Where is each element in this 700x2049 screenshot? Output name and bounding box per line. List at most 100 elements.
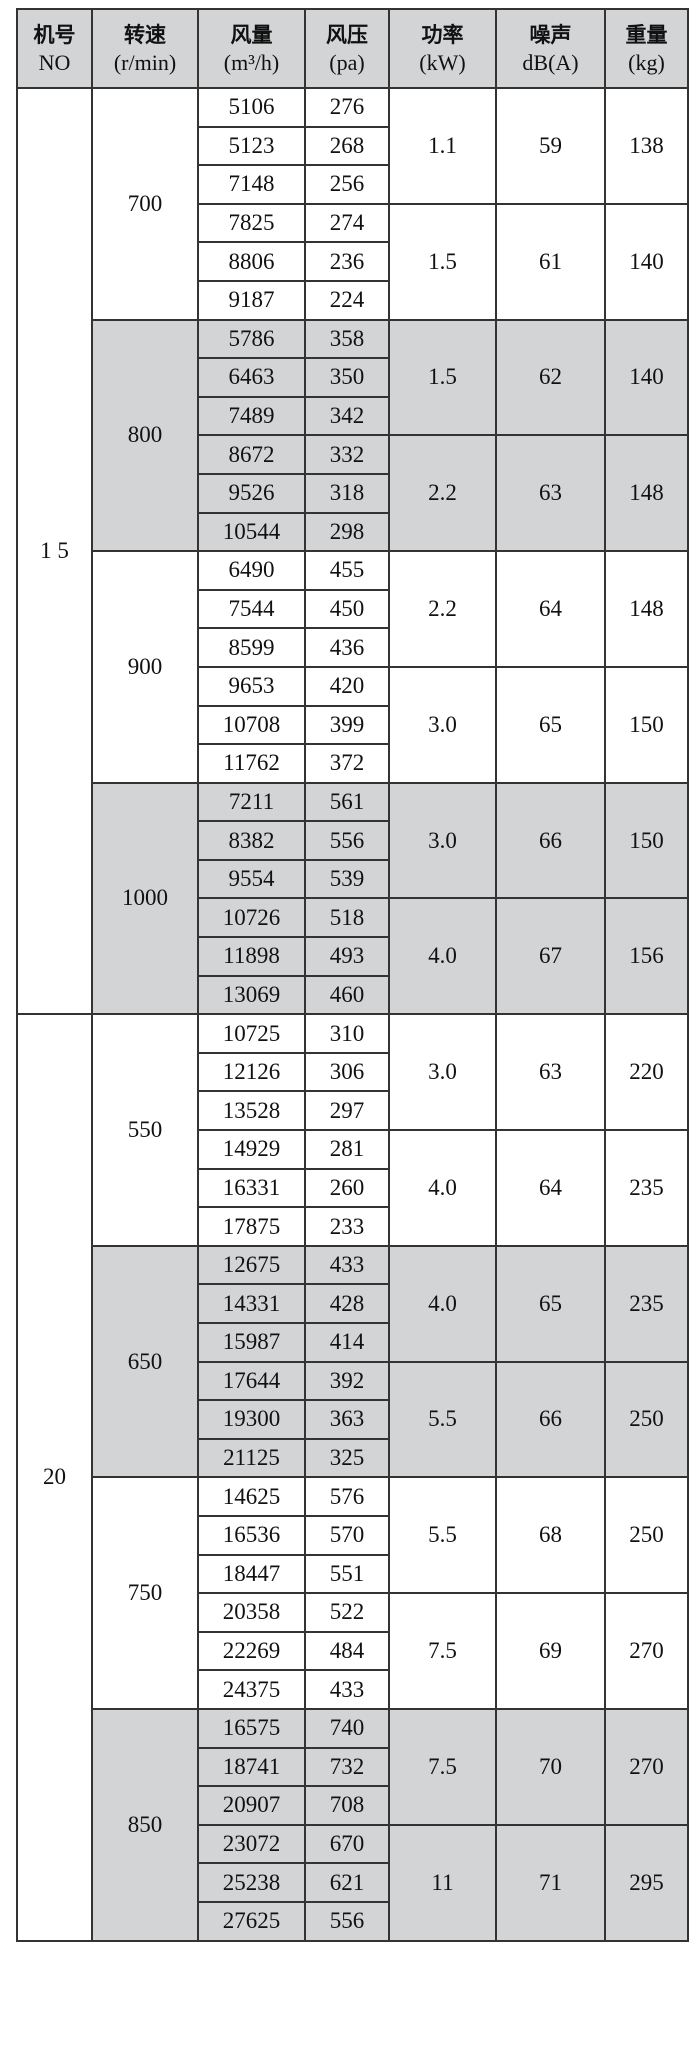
airflow-cell: 8806 xyxy=(197,241,306,282)
airflow-cell: 18447 xyxy=(197,1553,306,1595)
header-label: 重量 xyxy=(625,23,668,47)
airflow-cell: 14625 xyxy=(197,1476,306,1517)
fan-spec-table: 机号 NO 转速 (r/min) 风量 (m³/h) 风压 (pa) 功率 (kW) 噪声… xyxy=(16,8,689,1942)
power-cell: 5.5 xyxy=(388,1476,497,1595)
pressure-cell: 493 xyxy=(304,936,390,977)
airflow-cell: 10726 xyxy=(197,897,306,939)
airflow-cell: 13528 xyxy=(197,1090,306,1132)
pressure-cell: 433 xyxy=(304,1669,390,1710)
header-label: 功率 xyxy=(421,23,464,47)
table-row: 22269 484 xyxy=(17,1630,688,1672)
airflow-cell: 9554 xyxy=(197,858,306,900)
noise-cell: 62 xyxy=(495,318,606,437)
speed-cell: 750 xyxy=(91,1476,199,1710)
airflow-cell: 14331 xyxy=(197,1283,306,1324)
table-row: 9653 420 3.0 65 150 xyxy=(17,665,689,784)
airflow-cell: 22269 xyxy=(197,1630,306,1672)
noise-cell: 64 xyxy=(495,1129,606,1247)
weight-cell: 150 xyxy=(604,665,689,784)
noise-cell: 69 xyxy=(495,1592,606,1710)
power-cell: 11 xyxy=(388,1823,497,1942)
header-airflow: 风量 (m³/h) xyxy=(197,8,306,89)
table-row: 14929 281 4.0 64 235 xyxy=(17,1129,689,1247)
pressure-cell: 414 xyxy=(304,1322,390,1363)
speed-cell: 900 xyxy=(91,550,199,784)
weight-cell: 140 xyxy=(604,202,689,321)
power-cell: 3.0 xyxy=(388,781,497,900)
weight-cell: 270 xyxy=(604,1592,689,1710)
weight-cell: 235 xyxy=(604,1244,689,1363)
noise-cell: 70 xyxy=(495,1707,606,1826)
noise-cell: 71 xyxy=(495,1823,606,1942)
power-cell: 3.0 xyxy=(388,1013,497,1132)
airflow-cell: 16575 xyxy=(197,1707,306,1749)
weight-cell: 138 xyxy=(604,87,689,205)
weight-cell: 250 xyxy=(604,1476,689,1595)
pressure-cell: 260 xyxy=(304,1167,390,1209)
table-row: 10708 399 xyxy=(17,704,688,746)
table-row: 1000 7211 561 3.0 66 150 xyxy=(17,781,689,1016)
table-row: 1 5 700 5106 276 1.1 59 138 xyxy=(16,86,689,1016)
airflow-cell: 20907 xyxy=(197,1785,306,1826)
power-cell: 4.0 xyxy=(388,897,497,1016)
header-pressure: 风压 (pa) xyxy=(304,8,390,89)
pressure-cell: 399 xyxy=(304,704,390,746)
airflow-cell: 7489 xyxy=(197,395,306,437)
table-row: 650 12675 433 4.0 65 235 xyxy=(17,1244,689,1479)
header-weight: 重量 (kg) xyxy=(604,8,689,89)
table-row: 11762 372 xyxy=(17,743,688,784)
pressure-cell: 621 xyxy=(304,1862,390,1903)
pressure-cell: 436 xyxy=(304,627,390,668)
pressure-cell: 460 xyxy=(304,974,390,1016)
airflow-cell: 5123 xyxy=(197,125,306,167)
pressure-cell: 551 xyxy=(304,1553,390,1595)
airflow-cell: 9653 xyxy=(197,665,306,707)
table-row: 24375 433 xyxy=(17,1669,688,1710)
airflow-cell: 7148 xyxy=(197,164,306,205)
pressure-cell: 732 xyxy=(304,1746,390,1788)
pressure-cell: 363 xyxy=(304,1399,390,1440)
weight-cell: 148 xyxy=(604,550,689,668)
airflow-cell: 8382 xyxy=(197,820,306,861)
speed-cell: 550 xyxy=(91,1013,199,1247)
pressure-cell: 236 xyxy=(304,241,390,282)
table-row: 5123 268 xyxy=(17,125,688,167)
power-cell: 2.2 xyxy=(388,550,497,668)
noise-cell: 61 xyxy=(495,202,606,321)
pressure-cell: 268 xyxy=(304,125,390,167)
airflow-cell: 15987 xyxy=(197,1322,306,1363)
pressure-cell: 708 xyxy=(304,1785,390,1826)
weight-cell: 270 xyxy=(604,1707,689,1826)
pressure-cell: 372 xyxy=(304,743,390,784)
speed-cell: 650 xyxy=(91,1244,199,1479)
airflow-cell: 8672 xyxy=(197,434,306,475)
airflow-cell: 13069 xyxy=(197,974,306,1016)
pressure-cell: 325 xyxy=(304,1437,390,1479)
pressure-cell: 556 xyxy=(304,820,390,861)
header-label: 风量 xyxy=(230,23,273,47)
table-row: 17875 233 xyxy=(17,1206,688,1247)
weight-cell: 220 xyxy=(604,1013,689,1132)
pressure-cell: 518 xyxy=(304,897,390,939)
pressure-cell: 233 xyxy=(304,1206,390,1247)
pressure-cell: 556 xyxy=(304,1900,390,1942)
pressure-cell: 256 xyxy=(304,164,390,205)
table-row: 23072 670 11 71 295 xyxy=(17,1823,689,1942)
header-noise: 噪声 dB(A) xyxy=(495,8,606,89)
airflow-cell: 8599 xyxy=(197,627,306,668)
airflow-cell: 7211 xyxy=(197,781,306,823)
header-unit: (m³/h) xyxy=(223,50,280,75)
header-label: 转速 xyxy=(124,23,166,47)
power-cell: 5.5 xyxy=(388,1360,497,1479)
table-row: 7148 256 xyxy=(17,164,688,205)
airflow-cell: 11898 xyxy=(197,936,306,977)
airflow-cell: 10725 xyxy=(197,1013,306,1054)
pressure-cell: 670 xyxy=(304,1823,390,1865)
table-row: 13528 297 xyxy=(17,1090,688,1132)
pressure-cell: 276 xyxy=(304,87,390,128)
noise-cell: 65 xyxy=(495,665,606,784)
header-unit: (kg) xyxy=(628,50,665,75)
airflow-cell: 16536 xyxy=(197,1514,306,1556)
airflow-cell: 10544 xyxy=(197,511,306,553)
noise-cell: 63 xyxy=(495,434,606,553)
